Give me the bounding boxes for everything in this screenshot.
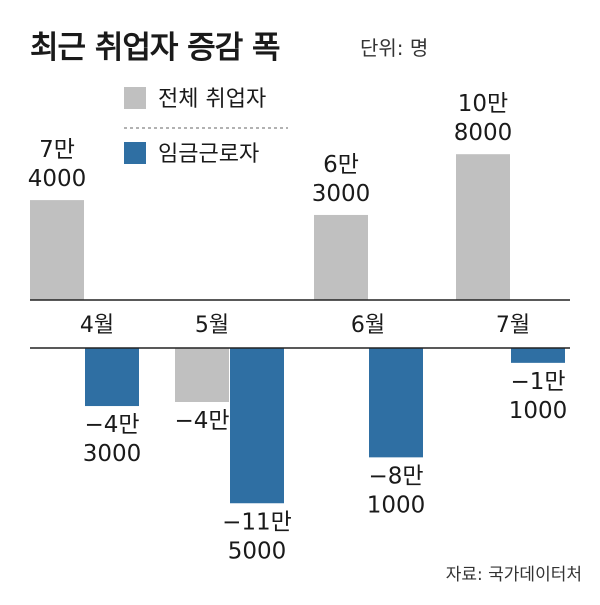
bars-group (30, 154, 565, 504)
bar (456, 154, 510, 300)
legend-label: 전체 취업자 (158, 87, 266, 112)
bar (369, 348, 423, 458)
data-label: 5000 (228, 538, 287, 564)
data-label: 1000 (509, 398, 568, 424)
data-label: −4만 (84, 412, 139, 438)
bar (314, 214, 368, 300)
bar (175, 348, 229, 402)
data-labels-group: 7만 4000 −4만 6만 3000 10만 8000 −4만 3000 −11만 5000 −8만… (28, 91, 568, 564)
bar (511, 348, 565, 363)
data-label: 8000 (454, 120, 513, 146)
data-label: −1만 (510, 369, 565, 395)
x-tick-label: 6월 (351, 313, 385, 338)
legend-label: 임금근로자 (158, 142, 259, 167)
data-label: 10만 (458, 91, 508, 117)
bar (85, 348, 139, 407)
data-label: −8만 (368, 463, 423, 489)
x-tick-label: 4월 (80, 313, 114, 338)
bar (230, 348, 284, 504)
chart-title: 최근 취업자 증감 폭 (30, 30, 281, 66)
data-label: 3000 (312, 181, 371, 207)
legend-swatch (124, 142, 146, 164)
data-label: 4000 (28, 166, 87, 192)
x-tick-label: 5월 (195, 313, 229, 338)
data-label: −4만 (174, 408, 229, 434)
source-note: 자료: 국가데이터처 (445, 565, 582, 585)
axis-group: 4월 5월 6월 7월 (30, 299, 570, 349)
data-label: 6만 (323, 152, 359, 178)
unit-label: 단위: 명 (360, 36, 429, 60)
data-label: −11만 (222, 509, 292, 535)
data-label: 3000 (83, 441, 142, 467)
x-tick-label: 7월 (496, 313, 530, 338)
legend-swatch (124, 87, 146, 109)
data-label: 1000 (367, 492, 426, 518)
bar (30, 200, 84, 300)
data-label: 7만 (39, 137, 75, 163)
